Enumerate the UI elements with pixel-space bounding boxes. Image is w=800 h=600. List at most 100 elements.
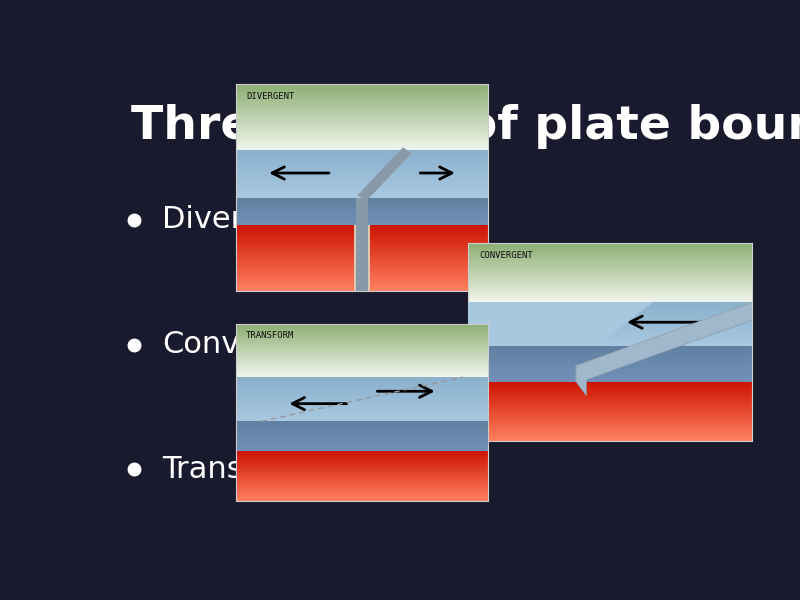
Bar: [468, 329, 752, 330]
Bar: [236, 137, 488, 139]
Bar: [468, 410, 752, 412]
Bar: [468, 282, 681, 283]
Bar: [356, 198, 368, 291]
Bar: [236, 85, 488, 86]
Bar: [236, 362, 488, 363]
Bar: [468, 338, 496, 339]
Bar: [236, 378, 488, 379]
Bar: [236, 488, 488, 489]
Bar: [236, 193, 488, 194]
Bar: [236, 500, 488, 501]
Bar: [468, 319, 496, 320]
Bar: [468, 416, 752, 417]
Bar: [236, 470, 488, 471]
Bar: [236, 446, 488, 447]
Bar: [468, 276, 681, 277]
Bar: [236, 344, 488, 345]
Bar: [236, 367, 488, 368]
Bar: [468, 320, 752, 322]
Bar: [236, 163, 488, 164]
Bar: [236, 159, 488, 160]
Bar: [236, 272, 488, 274]
Bar: [468, 317, 752, 318]
Bar: [468, 368, 752, 369]
Bar: [468, 373, 752, 374]
Bar: [468, 293, 752, 294]
Bar: [236, 270, 488, 271]
Bar: [468, 363, 752, 364]
Bar: [468, 295, 752, 296]
Bar: [468, 283, 681, 284]
Bar: [236, 460, 488, 461]
Bar: [468, 344, 496, 345]
Bar: [468, 263, 752, 265]
Bar: [468, 305, 496, 306]
Bar: [236, 412, 488, 413]
Bar: [236, 441, 488, 442]
Bar: [236, 327, 488, 328]
Bar: [236, 236, 488, 238]
Bar: [236, 385, 488, 386]
Bar: [468, 401, 752, 402]
Bar: [468, 331, 496, 332]
Bar: [236, 461, 488, 463]
Bar: [468, 326, 496, 327]
Bar: [236, 173, 488, 174]
Bar: [468, 330, 496, 331]
Bar: [236, 181, 488, 182]
Bar: [236, 374, 488, 375]
Text: Convergent: Convergent: [162, 330, 339, 359]
Bar: [236, 232, 488, 233]
Bar: [236, 455, 488, 457]
Bar: [468, 370, 752, 371]
Bar: [468, 316, 752, 317]
Bar: [468, 287, 681, 288]
Bar: [468, 421, 752, 422]
Bar: [236, 108, 488, 109]
Bar: [468, 434, 752, 435]
Bar: [236, 197, 488, 198]
Bar: [236, 389, 488, 391]
Bar: [236, 196, 488, 197]
Bar: [236, 166, 488, 167]
Bar: [236, 493, 488, 494]
Bar: [468, 248, 681, 249]
Bar: [468, 243, 752, 244]
Bar: [468, 437, 752, 439]
Bar: [468, 256, 752, 257]
Bar: [468, 344, 752, 345]
Bar: [468, 274, 752, 275]
Bar: [468, 248, 752, 249]
Bar: [468, 301, 752, 302]
Bar: [468, 392, 752, 394]
Polygon shape: [576, 302, 762, 395]
Bar: [468, 245, 681, 247]
Text: DIVERGENT: DIVERGENT: [246, 92, 294, 101]
Bar: [468, 331, 752, 332]
Bar: [236, 177, 488, 178]
Bar: [468, 278, 752, 280]
Bar: [468, 260, 752, 261]
Bar: [468, 313, 496, 314]
Bar: [468, 335, 752, 337]
Bar: [236, 447, 488, 448]
Bar: [468, 266, 681, 267]
Bar: [236, 434, 488, 435]
Bar: [468, 381, 752, 382]
Bar: [236, 109, 488, 110]
Bar: [468, 253, 752, 254]
Bar: [236, 391, 488, 392]
Bar: [468, 302, 496, 303]
Bar: [468, 351, 752, 352]
Bar: [236, 449, 488, 450]
Bar: [468, 311, 752, 312]
Bar: [468, 367, 752, 368]
Bar: [468, 339, 752, 340]
Bar: [236, 289, 488, 290]
Bar: [468, 254, 752, 255]
Bar: [236, 325, 488, 326]
Bar: [468, 303, 752, 304]
Bar: [236, 395, 488, 397]
Bar: [236, 86, 488, 88]
Bar: [236, 414, 488, 415]
